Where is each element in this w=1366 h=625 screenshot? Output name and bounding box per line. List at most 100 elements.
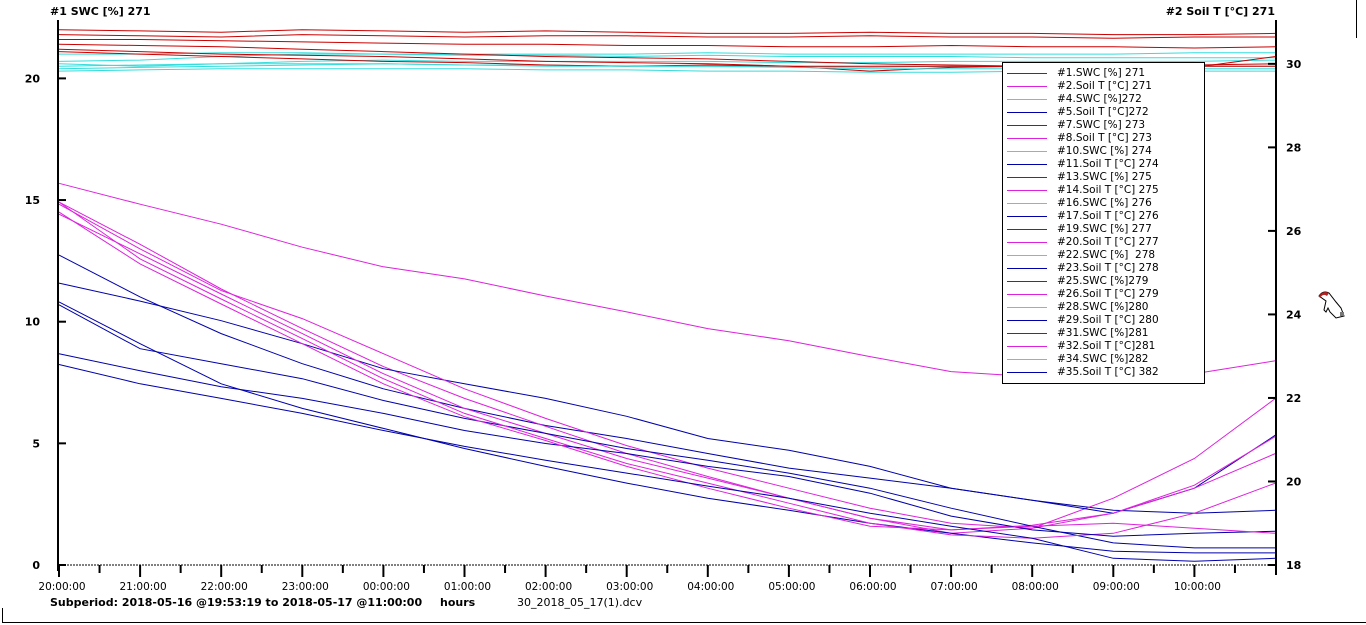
series-line-9: [59, 39, 1276, 49]
legend-swatch: [1007, 125, 1047, 126]
legend-entry: #17.Soil T [°C] 276: [1007, 210, 1202, 223]
series-line-18: [58, 201, 1276, 539]
legend-label: #20.Soil T [°C] 277: [1057, 236, 1159, 248]
window-frame-right: [1356, 0, 1357, 38]
series-line-1: [58, 29, 1276, 36]
legend-swatch: [1007, 242, 1047, 243]
legend-swatch: [1007, 281, 1047, 282]
legend-entry: #31.SWC [%]281: [1007, 327, 1202, 340]
x-axis-tick-label: 04:00:00: [687, 581, 734, 593]
legend-label: #31.SWC [%]281: [1057, 327, 1149, 339]
legend-label: #11.Soil T [°C] 274: [1057, 158, 1159, 170]
series-line-10: [58, 203, 1276, 529]
x-axis-unit-label: hours: [440, 596, 476, 609]
legend-swatch: [1007, 346, 1047, 347]
legend-label: #17.Soil T [°C] 276: [1057, 210, 1159, 222]
legend-entry: #4.SWC [%]272: [1007, 93, 1202, 106]
series-line-7: [58, 53, 1276, 62]
series-line-14: [58, 213, 1276, 531]
legend-label: #1.SWC [%] 271: [1057, 67, 1146, 79]
legend-swatch: [1007, 99, 1047, 100]
x-axis-tick-label: 08:00:00: [1012, 581, 1059, 593]
legend-entry: #16.SWC [%] 276: [1007, 197, 1202, 210]
series-line-3: [59, 52, 1276, 55]
legend-swatch: [1007, 151, 1047, 152]
x-axis-tick-label: 03:00:00: [606, 581, 653, 593]
x-axis-tick-label: 00:00:00: [363, 581, 410, 593]
series-line-5: [58, 34, 1276, 39]
legend-entry: #23.Soil T [°C] 278: [1007, 262, 1202, 275]
x-axis-tick-label: 10:00:00: [1174, 581, 1221, 593]
left-axis-tick-label: 10: [25, 316, 41, 329]
left-axis-tick-label: 20: [25, 72, 41, 85]
legend-label: #28.SWC [%]280: [1057, 301, 1149, 313]
legend-entry: #1.SWC [%] 271: [1007, 67, 1202, 80]
legend-entry: #10.SWC [%] 274: [1007, 145, 1202, 158]
series-line-11: [58, 59, 1276, 67]
x-axis-tick-label: 21:00:00: [120, 581, 167, 593]
right-axis-title: #2 Soil T [°C] 271: [1165, 5, 1275, 18]
x-axis-tick-label: 23:00:00: [282, 581, 329, 593]
legend-swatch: [1007, 73, 1047, 74]
right-axis-tick-label: 24: [1286, 308, 1302, 321]
legend-entry: #13.SWC [%] 275: [1007, 171, 1202, 184]
legend-swatch: [1007, 190, 1047, 191]
legend-entry: #8.Soil T [°C] 273: [1007, 132, 1202, 145]
legend-swatch: [1007, 229, 1047, 230]
legend-swatch: [1007, 307, 1047, 308]
legend-entry: #26.Soil T [°C] 279: [1007, 288, 1202, 301]
legend-swatch: [1007, 320, 1047, 321]
legend-swatch: [1007, 333, 1047, 334]
legend-swatch: [1007, 294, 1047, 295]
series-line-16: [58, 304, 1276, 549]
legend-entry: #20.Soil T [°C] 277: [1007, 236, 1202, 249]
series-line-22: [58, 211, 1276, 534]
legend-entry: #2.Soil T [°C] 271: [1007, 80, 1202, 93]
legend-label: #4.SWC [%]272: [1057, 93, 1142, 105]
legend-label: #26.Soil T [°C] 279: [1057, 288, 1159, 300]
legend-entry: #29.Soil T [°C] 280: [1007, 314, 1202, 327]
legend-label: #13.SWC [%] 275: [1057, 171, 1152, 183]
legend-entry: #14.Soil T [°C] 275: [1007, 184, 1202, 197]
legend-label: #2.Soil T [°C] 271: [1057, 80, 1152, 92]
x-axis-tick-label: 22:00:00: [201, 581, 248, 593]
right-axis-tick-label: 18: [1286, 559, 1301, 572]
legend: #1.SWC [%] 271 #2.Soil T [°C] 271 #4.SWC […: [1002, 62, 1205, 384]
right-axis-tick-label: 28: [1286, 141, 1301, 154]
x-axis-tick-label: 05:00:00: [768, 581, 815, 593]
legend-entry: #25.SWC [%]279: [1007, 275, 1202, 288]
right-axis-tick-label: 22: [1286, 392, 1301, 405]
series-line-4: [58, 254, 1276, 514]
legend-swatch: [1007, 86, 1047, 87]
legend-swatch: [1007, 372, 1047, 373]
legend-entry: #11.Soil T [°C] 274: [1007, 158, 1202, 171]
series-line-20: [58, 353, 1276, 537]
legend-entry: #5.Soil T [°C]272: [1007, 106, 1202, 119]
legend-swatch: [1007, 112, 1047, 113]
legend-label: #25.SWC [%]279: [1057, 275, 1149, 287]
legend-entry: #22.SWC [%] 278: [1007, 249, 1202, 262]
subperiod-label: Subperiod: 2018-05-16 @19:53:19 to 2018-…: [50, 596, 423, 609]
legend-label: #5.Soil T [°C]272: [1057, 106, 1149, 118]
legend-label: #32.Soil T [°C]281: [1057, 340, 1156, 352]
legend-label: #16.SWC [%] 276: [1057, 197, 1152, 209]
legend-entry: #28.SWC [%]280: [1007, 301, 1202, 314]
legend-entry: #32.Soil T [°C]281: [1007, 340, 1202, 353]
legend-label: #19.SWC [%] 277: [1057, 223, 1152, 235]
left-axis-tick-label: 5: [32, 437, 40, 450]
legend-swatch: [1007, 359, 1047, 360]
legend-label: #35.Soil T [°C] 382: [1057, 366, 1159, 378]
series-line-6: [58, 201, 1276, 534]
left-axis-tick-label: 0: [32, 559, 40, 572]
x-axis-tick-label: 20:00:00: [38, 581, 85, 593]
left-axis-tick-label: 15: [25, 194, 40, 207]
legend-label: #7.SWC [%] 273: [1057, 119, 1146, 131]
legend-entry: #19.SWC [%] 277: [1007, 223, 1202, 236]
right-axis-tick-label: 20: [1286, 475, 1302, 488]
legend-label: #23.Soil T [°C] 278: [1057, 262, 1159, 274]
legend-swatch: [1007, 203, 1047, 204]
legend-label: #14.Soil T [°C] 275: [1057, 184, 1159, 196]
legend-label: #10.SWC [%] 274: [1057, 145, 1152, 157]
legend-swatch: [1007, 138, 1047, 139]
legend-label: #34.SWC [%]282: [1057, 353, 1149, 365]
